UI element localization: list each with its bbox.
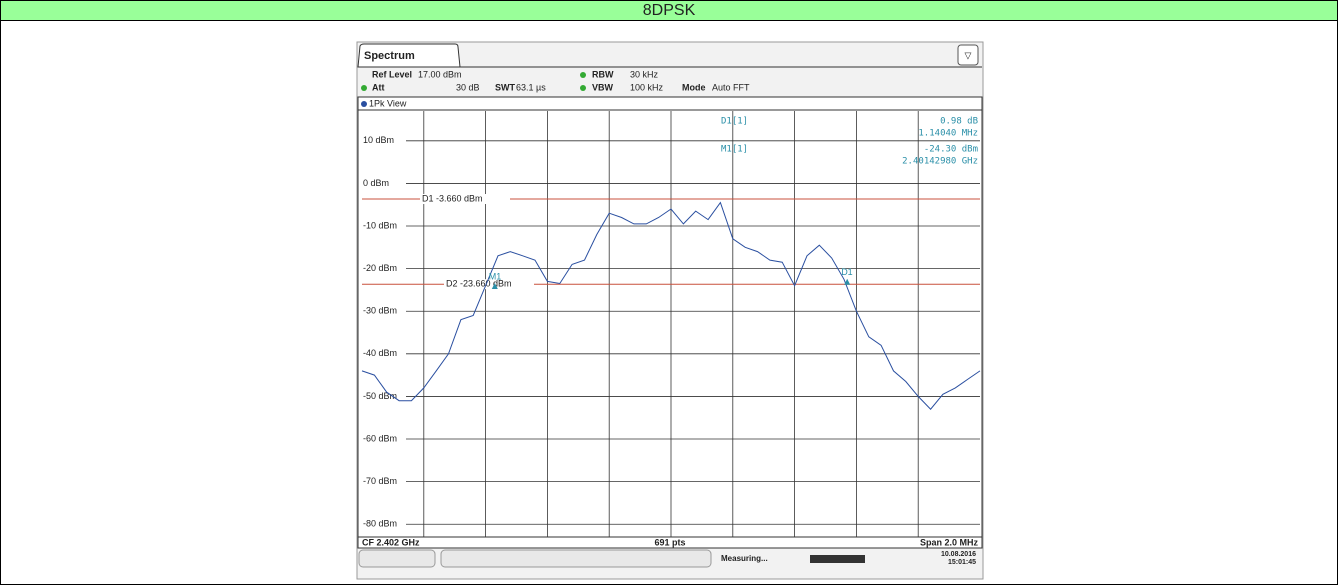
status: Measuring... <box>721 554 768 563</box>
status-box <box>440 549 712 568</box>
date: 10.08.2016 <box>941 551 976 558</box>
plot-frame <box>357 96 983 549</box>
y-tick-label: -30 dBm <box>363 306 397 316</box>
ref-line-label: D2 -23.660 dBm <box>446 279 512 289</box>
rbw-label: RBW <box>592 69 614 79</box>
att-dot <box>361 85 367 91</box>
m1-level: -24.30 dBm <box>924 145 978 155</box>
rbw-dot <box>580 72 586 78</box>
y-tick-label: 10 dBm <box>363 135 394 145</box>
d1-level: 0.98 dB <box>940 117 978 127</box>
points: 691 pts <box>654 537 685 547</box>
tab-label: Spectrum <box>364 50 415 62</box>
d1-freq: 1.14040 MHz <box>918 129 978 139</box>
y-tick-label: -80 dBm <box>363 519 397 529</box>
menu-icon-glyph: ▽ <box>965 50 972 60</box>
ref-level: 17.00 dBm <box>418 69 462 79</box>
ref-level-label: Ref Level <box>372 69 412 79</box>
view-dot <box>361 101 367 107</box>
y-tick-label: -20 dBm <box>363 263 397 273</box>
rbw: 30 kHz <box>630 69 659 79</box>
mode: Auto FFT <box>712 82 750 92</box>
cf: CF 2.402 GHz <box>362 537 420 547</box>
marker-label: D1 <box>841 267 853 277</box>
swt: 63.1 µs <box>516 82 546 92</box>
y-tick-label: -60 dBm <box>363 433 397 443</box>
time: 15:01:45 <box>948 559 976 566</box>
tab[interactable] <box>357 43 461 68</box>
mode-label: Mode <box>682 82 706 92</box>
ref-line-label: D1 -3.660 dBm <box>422 193 483 203</box>
progress <box>810 555 865 563</box>
y-tick-label: 0 dBm <box>363 178 389 188</box>
m1-freq: 2.40142980 GHz <box>902 157 978 167</box>
marker-label: M1 <box>489 271 502 281</box>
menu-icon[interactable] <box>957 44 979 66</box>
m1-name: M1[1] <box>721 145 748 155</box>
marker <box>844 278 851 285</box>
marker <box>491 282 498 289</box>
vbw: 100 kHz <box>630 82 664 92</box>
ref-label-bg <box>420 194 510 205</box>
y-tick-label: -40 dBm <box>363 348 397 358</box>
span: Span 2.0 MHz <box>920 537 979 547</box>
y-tick-label: -70 dBm <box>363 476 397 486</box>
vbw-label: VBW <box>592 82 614 92</box>
d1-name: D1[1] <box>721 117 748 127</box>
vbw-dot <box>580 85 586 91</box>
swt-label: SWT <box>495 82 515 92</box>
att: 30 dB <box>456 82 480 92</box>
trace <box>361 201 981 410</box>
view-label: 1Pk View <box>369 98 407 108</box>
y-tick-label: -50 dBm <box>363 391 397 401</box>
title: 8DPSK <box>643 2 696 19</box>
ref-label-bg <box>444 279 534 290</box>
status-box <box>358 549 436 568</box>
att-label: Att <box>372 82 385 92</box>
y-tick-label: -10 dBm <box>363 220 397 230</box>
